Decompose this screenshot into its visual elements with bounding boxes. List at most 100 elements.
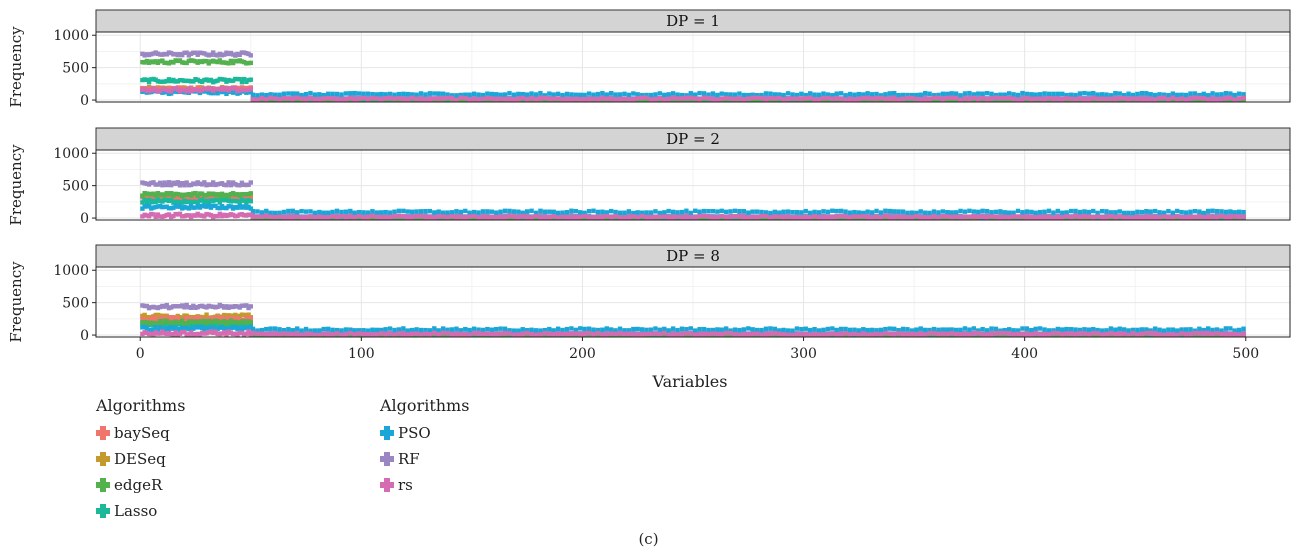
- point-pso: [1099, 208, 1105, 214]
- point-edger: [166, 320, 172, 325]
- point-lasso: [226, 198, 231, 203]
- point-rs: [564, 97, 570, 102]
- point-rs: [248, 212, 253, 218]
- point-lasso: [175, 199, 181, 205]
- point-pso: [1099, 92, 1105, 97]
- point-rs: [608, 96, 614, 102]
- point-rs: [1099, 215, 1105, 220]
- point-rs: [454, 97, 459, 102]
- point-rs: [679, 215, 685, 221]
- point-rf: [569, 94, 574, 100]
- point-rf: [184, 180, 189, 185]
- point-rs: [834, 96, 839, 101]
- point-edger: [210, 191, 216, 196]
- point-rf: [892, 212, 897, 218]
- point-rs: [1188, 215, 1193, 220]
- point-pso: [520, 91, 525, 97]
- point-rs: [1130, 96, 1136, 101]
- point-rs: [931, 214, 937, 219]
- point-pso: [1002, 210, 1007, 215]
- point-rs: [595, 97, 601, 103]
- point-edger: [202, 193, 207, 198]
- point-rs: [303, 215, 309, 220]
- point-rs: [998, 95, 1003, 101]
- point-pso: [268, 210, 273, 215]
- point-edger: [149, 59, 154, 64]
- point-pso: [516, 209, 521, 214]
- point-rs: [171, 213, 176, 219]
- point-rs: [197, 88, 203, 94]
- point-pso: [1068, 92, 1074, 97]
- point-rs: [436, 214, 441, 219]
- point-rs: [666, 215, 671, 220]
- point-rf: [286, 212, 291, 218]
- point-pso: [1055, 91, 1061, 97]
- point-rs: [1011, 214, 1016, 219]
- point-rs: [883, 96, 888, 102]
- point-pso: [958, 93, 963, 98]
- point-edger: [146, 60, 152, 65]
- point-pso: [1210, 91, 1215, 96]
- point-pso: [1223, 90, 1229, 96]
- point-lasso: [222, 77, 227, 82]
- point-rf: [984, 213, 990, 218]
- point-rs: [210, 88, 216, 93]
- point-rs: [241, 87, 247, 93]
- point-pso: [701, 208, 707, 214]
- point-rs: [1073, 214, 1078, 219]
- point-pso: [746, 92, 751, 98]
- point-rs: [1139, 215, 1145, 221]
- point-lasso: [244, 79, 249, 85]
- point-rf: [230, 180, 236, 185]
- point-bayseq: [239, 85, 245, 90]
- point-rf: [215, 182, 220, 187]
- point-deseq: [193, 193, 198, 199]
- point-rs: [277, 214, 282, 219]
- point-pso: [272, 92, 278, 97]
- point-pso: [635, 92, 640, 97]
- point-rs: [157, 88, 163, 94]
- point-rs: [710, 215, 716, 221]
- point-rs: [905, 95, 910, 101]
- point-pso: [299, 208, 304, 214]
- point-edger: [199, 59, 205, 65]
- point-rs: [325, 95, 331, 101]
- point-pso: [861, 92, 866, 97]
- point-pso: [356, 91, 362, 96]
- point-rs: [573, 215, 579, 220]
- point-rs: [202, 214, 207, 219]
- point-rs: [259, 95, 265, 101]
- point-edger: [197, 319, 203, 324]
- point-lasso: [160, 199, 165, 204]
- point-lasso: [222, 197, 227, 203]
- point-pso: [657, 91, 663, 96]
- point-rs: [489, 96, 494, 101]
- point-edger: [175, 320, 181, 325]
- point-rs: [595, 215, 601, 220]
- point-rs: [922, 97, 928, 102]
- point-edger: [195, 193, 200, 199]
- point-edger: [151, 60, 156, 65]
- point-edger: [197, 59, 203, 64]
- point-rs: [803, 215, 808, 220]
- point-lasso: [210, 323, 216, 328]
- point-rs: [1020, 214, 1025, 219]
- point-edger: [153, 59, 158, 64]
- point-edger: [237, 58, 242, 63]
- point-pso: [737, 208, 742, 214]
- point-pso: [1020, 210, 1025, 215]
- point-rf: [149, 52, 154, 57]
- point-pso: [838, 208, 844, 214]
- point-rs: [191, 213, 196, 218]
- point-pso: [511, 92, 517, 97]
- point-rf: [140, 180, 145, 185]
- point-pso: [171, 89, 176, 94]
- point-pso: [869, 210, 875, 215]
- point-bayseq: [171, 315, 176, 320]
- point-pso: [604, 210, 609, 215]
- point-rs: [239, 212, 245, 217]
- point-pso: [662, 92, 667, 98]
- point-rf: [239, 50, 245, 55]
